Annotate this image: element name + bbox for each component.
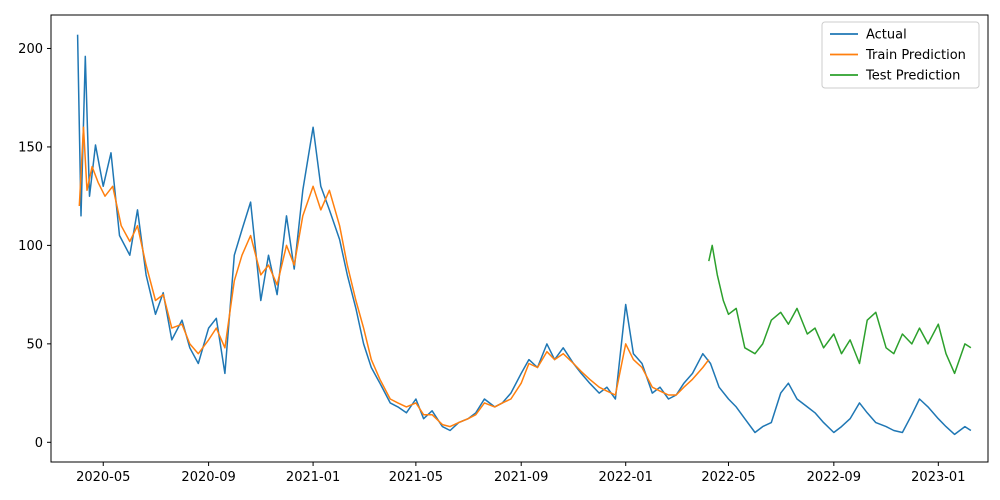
x-tick-label: 2020-05 (76, 470, 130, 485)
x-axis: 2020-05 2020-09 2021-01 2021-05 2021-09 2022-… (76, 462, 965, 485)
x-tick-label: 2021-01 (286, 470, 340, 485)
y-tick-label: 100 (18, 239, 43, 254)
legend-label: Test Prediction (865, 69, 960, 84)
legend-label: Actual (866, 28, 907, 43)
y-axis: 0 50 100 150 200 (18, 42, 51, 451)
series-line-test-prediction (708, 244, 972, 375)
x-tick-label: 2022-05 (701, 470, 755, 485)
series-line-actual (76, 34, 972, 436)
x-tick-label: 2023-01 (911, 470, 965, 485)
x-tick-label: 2022-09 (807, 470, 861, 485)
y-tick-label: 50 (26, 337, 43, 352)
legend-label: Train Prediction (865, 48, 966, 63)
x-tick-label: 2021-05 (389, 470, 443, 485)
series-line-train-prediction (78, 126, 710, 428)
y-tick-label: 0 (35, 436, 43, 451)
y-tick-label: 200 (18, 42, 43, 57)
legend: Actual Train Prediction Test Prediction (821, 21, 980, 89)
x-tick-label: 2021-09 (494, 470, 548, 485)
y-tick-label: 150 (18, 140, 43, 155)
x-tick-label: 2020-09 (181, 470, 235, 485)
plot-area (51, 15, 988, 462)
legend-box (821, 21, 980, 89)
series-layer (76, 34, 972, 436)
plot-frame (50, 14, 989, 463)
x-tick-label: 2022-01 (599, 470, 653, 485)
